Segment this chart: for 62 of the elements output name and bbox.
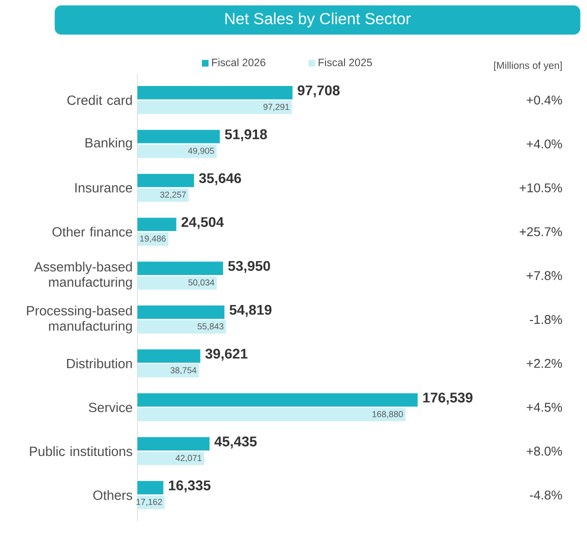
y-tick-label: Public institutions: [30, 446, 132, 456]
bar: [137, 174, 194, 188]
text: +4.5%: [526, 403, 562, 412]
text: +7.8%: [526, 271, 562, 280]
bar: [137, 408, 406, 422]
legend-label: Fiscal 2025: [318, 58, 372, 66]
y-tick-label: Distribution: [67, 358, 132, 368]
bar: [137, 481, 164, 495]
text: -1.8%: [530, 315, 562, 324]
data-label: 97,291: [263, 104, 290, 112]
text: [Millions of yen]: [494, 62, 562, 72]
y-tick-label: Credit card: [67, 95, 132, 106]
text: +8.0%: [526, 446, 562, 456]
data-label: 45,435: [214, 436, 257, 449]
bar: [137, 262, 224, 276]
y-tick-label: Service: [88, 402, 132, 412]
data-label: 55,843: [198, 323, 224, 331]
bar: [137, 130, 220, 144]
data-label: 51,918: [224, 129, 267, 142]
bar: [137, 276, 217, 290]
bar: [137, 100, 292, 114]
y-tick-label: Banking: [86, 138, 132, 150]
data-label: 49,905: [188, 148, 214, 156]
bar: [137, 86, 293, 100]
y-tick-label: Processing-based manufacturing: [27, 306, 132, 334]
data-label: 39,621: [205, 348, 248, 361]
bar: [137, 188, 189, 202]
bar: [137, 306, 224, 320]
text: +4.0%: [526, 140, 562, 149]
text: +10.5%: [520, 184, 562, 193]
data-label: 53,950: [228, 261, 270, 274]
data-label: 24,504: [182, 217, 224, 230]
y-tick-label: Insurance: [75, 183, 132, 193]
y-tick-label: Assembly-based manufacturing: [34, 262, 132, 290]
bar: [137, 364, 199, 378]
data-label: 35,646: [199, 173, 242, 186]
data-label: 168,880: [372, 411, 403, 418]
data-label: 50,034: [188, 280, 214, 287]
text: -4.8%: [530, 490, 562, 500]
bar: [137, 452, 204, 466]
data-label: 17,162: [136, 499, 162, 506]
bar: [137, 350, 200, 363]
legend-label: Fiscal 2026: [212, 58, 266, 66]
bar: [137, 437, 210, 451]
data-label: 54,819: [230, 305, 272, 317]
text: +2.2%: [526, 359, 562, 368]
text: +25.7%: [520, 227, 562, 236]
data-label: 97,708: [298, 86, 340, 98]
data-label: 176,539: [423, 392, 472, 405]
y-tick-label: Others: [93, 490, 132, 500]
data-label: 16,335: [168, 480, 210, 493]
text: +0.4%: [526, 96, 562, 105]
bar: [137, 393, 418, 407]
data-label: 42,071: [176, 455, 202, 462]
y-tick-label: Other finance: [52, 227, 132, 237]
data-label: 38,754: [170, 367, 196, 374]
bar: [137, 218, 176, 232]
chart-title: Net Sales by Client Sector: [225, 12, 411, 28]
data-label: 32,257: [160, 192, 186, 199]
bar: [137, 144, 217, 158]
bar: [137, 320, 226, 334]
data-label: 19,486: [140, 236, 166, 243]
